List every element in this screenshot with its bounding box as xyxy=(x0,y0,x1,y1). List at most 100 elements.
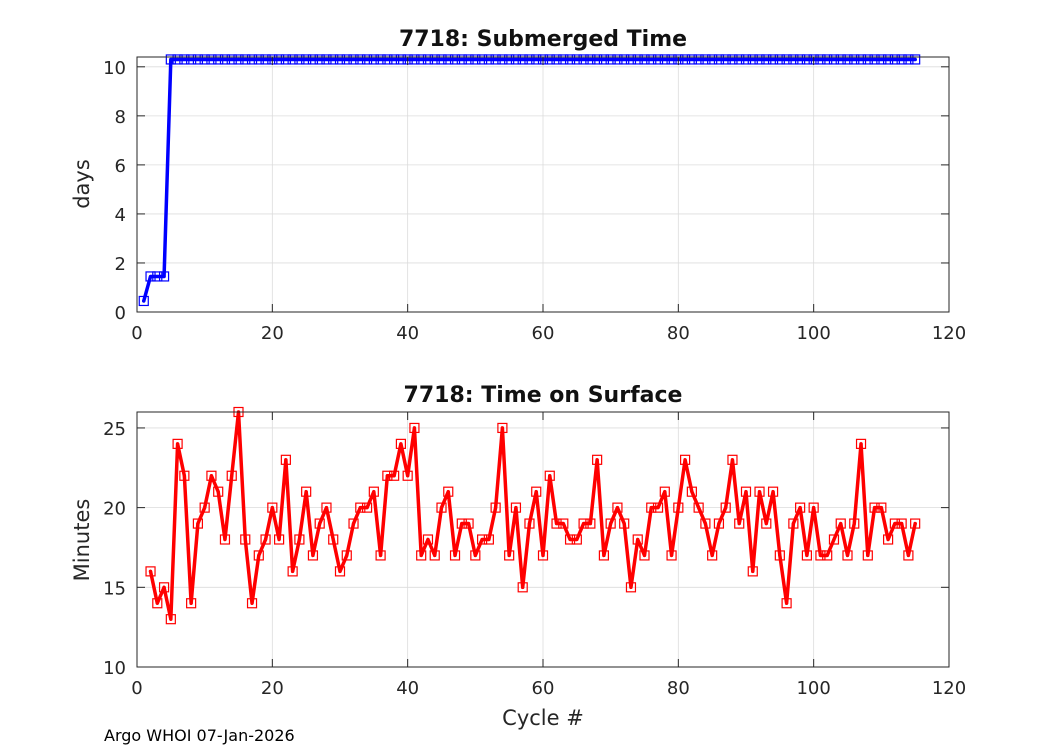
data-point-marker xyxy=(280,54,291,65)
data-point-dot xyxy=(764,521,768,526)
data-point-dot xyxy=(582,57,586,62)
data-point-marker xyxy=(314,54,325,65)
data-point-dot xyxy=(230,57,234,62)
data-point-marker xyxy=(578,518,589,529)
data-point-dot xyxy=(338,569,342,573)
data-point-marker xyxy=(490,502,501,513)
data-point-marker xyxy=(463,518,474,529)
data-point-dot xyxy=(263,537,268,542)
data-point-dot xyxy=(737,521,741,526)
data-point-dot xyxy=(331,537,335,542)
data-point-marker xyxy=(199,54,210,65)
data-point-marker xyxy=(849,54,860,65)
data-point-marker xyxy=(679,454,691,465)
data-point-dot xyxy=(886,537,890,542)
data-point-dot xyxy=(351,521,356,526)
data-point-dot xyxy=(615,506,620,510)
data-point-dot xyxy=(257,553,261,558)
data-point-dot xyxy=(257,57,261,62)
data-point-marker xyxy=(862,54,873,65)
data-point-dot xyxy=(466,57,471,62)
data-point-dot xyxy=(629,585,633,589)
data-point-marker xyxy=(707,54,718,65)
data-point-dot xyxy=(697,506,701,510)
data-point-dot xyxy=(568,537,572,542)
data-point-marker xyxy=(869,54,880,65)
data-point-marker xyxy=(361,54,373,65)
data-point-marker xyxy=(213,54,224,65)
data-point-dot xyxy=(656,506,660,510)
data-point-dot xyxy=(778,553,782,558)
data-point-marker xyxy=(274,534,285,545)
data-point-dot xyxy=(744,490,748,494)
data-point-dot xyxy=(494,506,498,510)
data-point-dot xyxy=(223,537,227,542)
data-point-marker xyxy=(666,550,677,561)
data-point-marker xyxy=(436,502,447,513)
data-point-dot xyxy=(203,57,207,62)
data-point-dot xyxy=(412,57,417,62)
data-point-marker xyxy=(334,54,346,65)
data-point-marker xyxy=(652,54,664,65)
data-point-dot xyxy=(148,274,153,279)
y-tick-label: 10 xyxy=(103,58,126,79)
data-point-dot xyxy=(527,521,532,526)
data-point-dot xyxy=(446,490,450,494)
data-point-marker xyxy=(510,54,522,65)
data-point-dot xyxy=(615,57,620,62)
data-point-dot xyxy=(250,601,254,605)
data-point-dot xyxy=(656,57,660,62)
data-point-dot xyxy=(534,57,538,62)
data-point-marker xyxy=(449,54,461,65)
data-point-marker xyxy=(605,518,616,529)
data-point-marker xyxy=(592,454,603,465)
data-point-dot xyxy=(663,490,667,494)
data-point-marker xyxy=(767,54,779,65)
data-point-marker xyxy=(910,54,921,65)
data-point-marker xyxy=(632,54,643,65)
data-point-dot xyxy=(291,57,295,62)
data-point-marker xyxy=(761,518,772,529)
data-point-dot xyxy=(636,537,640,542)
data-point-marker xyxy=(896,54,907,65)
data-point-dot xyxy=(649,506,653,510)
data-point-marker xyxy=(774,54,785,65)
data-point-dot xyxy=(839,57,843,62)
data-point-marker xyxy=(152,598,163,609)
data-point-dot xyxy=(419,553,423,558)
data-point-dot xyxy=(852,57,856,62)
data-point-dot xyxy=(142,299,146,303)
data-point-marker xyxy=(659,54,670,65)
data-point-marker xyxy=(497,422,508,434)
data-point-marker xyxy=(889,54,900,65)
data-point-marker xyxy=(882,534,894,545)
data-point-dot xyxy=(182,474,186,478)
y-tick-label: 0 xyxy=(115,303,126,324)
data-point-dot xyxy=(642,57,647,62)
data-point-dot xyxy=(554,57,559,62)
data-point-dot xyxy=(595,57,599,62)
data-point-dot xyxy=(385,474,389,478)
data-point-marker xyxy=(747,54,758,65)
data-point-marker xyxy=(673,502,684,513)
data-point-dot xyxy=(379,57,383,62)
data-point-marker xyxy=(179,470,190,481)
data-point-dot xyxy=(514,506,518,510)
data-point-marker xyxy=(720,54,731,65)
data-point-dot xyxy=(730,57,735,62)
data-point-marker xyxy=(801,54,813,65)
data-point-marker xyxy=(409,422,420,434)
data-point-marker xyxy=(822,54,833,65)
data-point-dot xyxy=(169,617,173,621)
data-point-marker xyxy=(869,502,880,513)
data-point-dot xyxy=(453,57,457,62)
data-point-marker xyxy=(740,486,752,497)
data-point-dot xyxy=(697,57,701,62)
data-point-dot xyxy=(582,521,586,526)
data-point-dot xyxy=(798,506,802,510)
data-point-dot xyxy=(243,57,247,62)
data-point-dot xyxy=(541,553,545,558)
x-tick-label: 20 xyxy=(261,678,284,699)
data-point-dot xyxy=(521,57,525,62)
data-point-marker xyxy=(253,54,264,65)
